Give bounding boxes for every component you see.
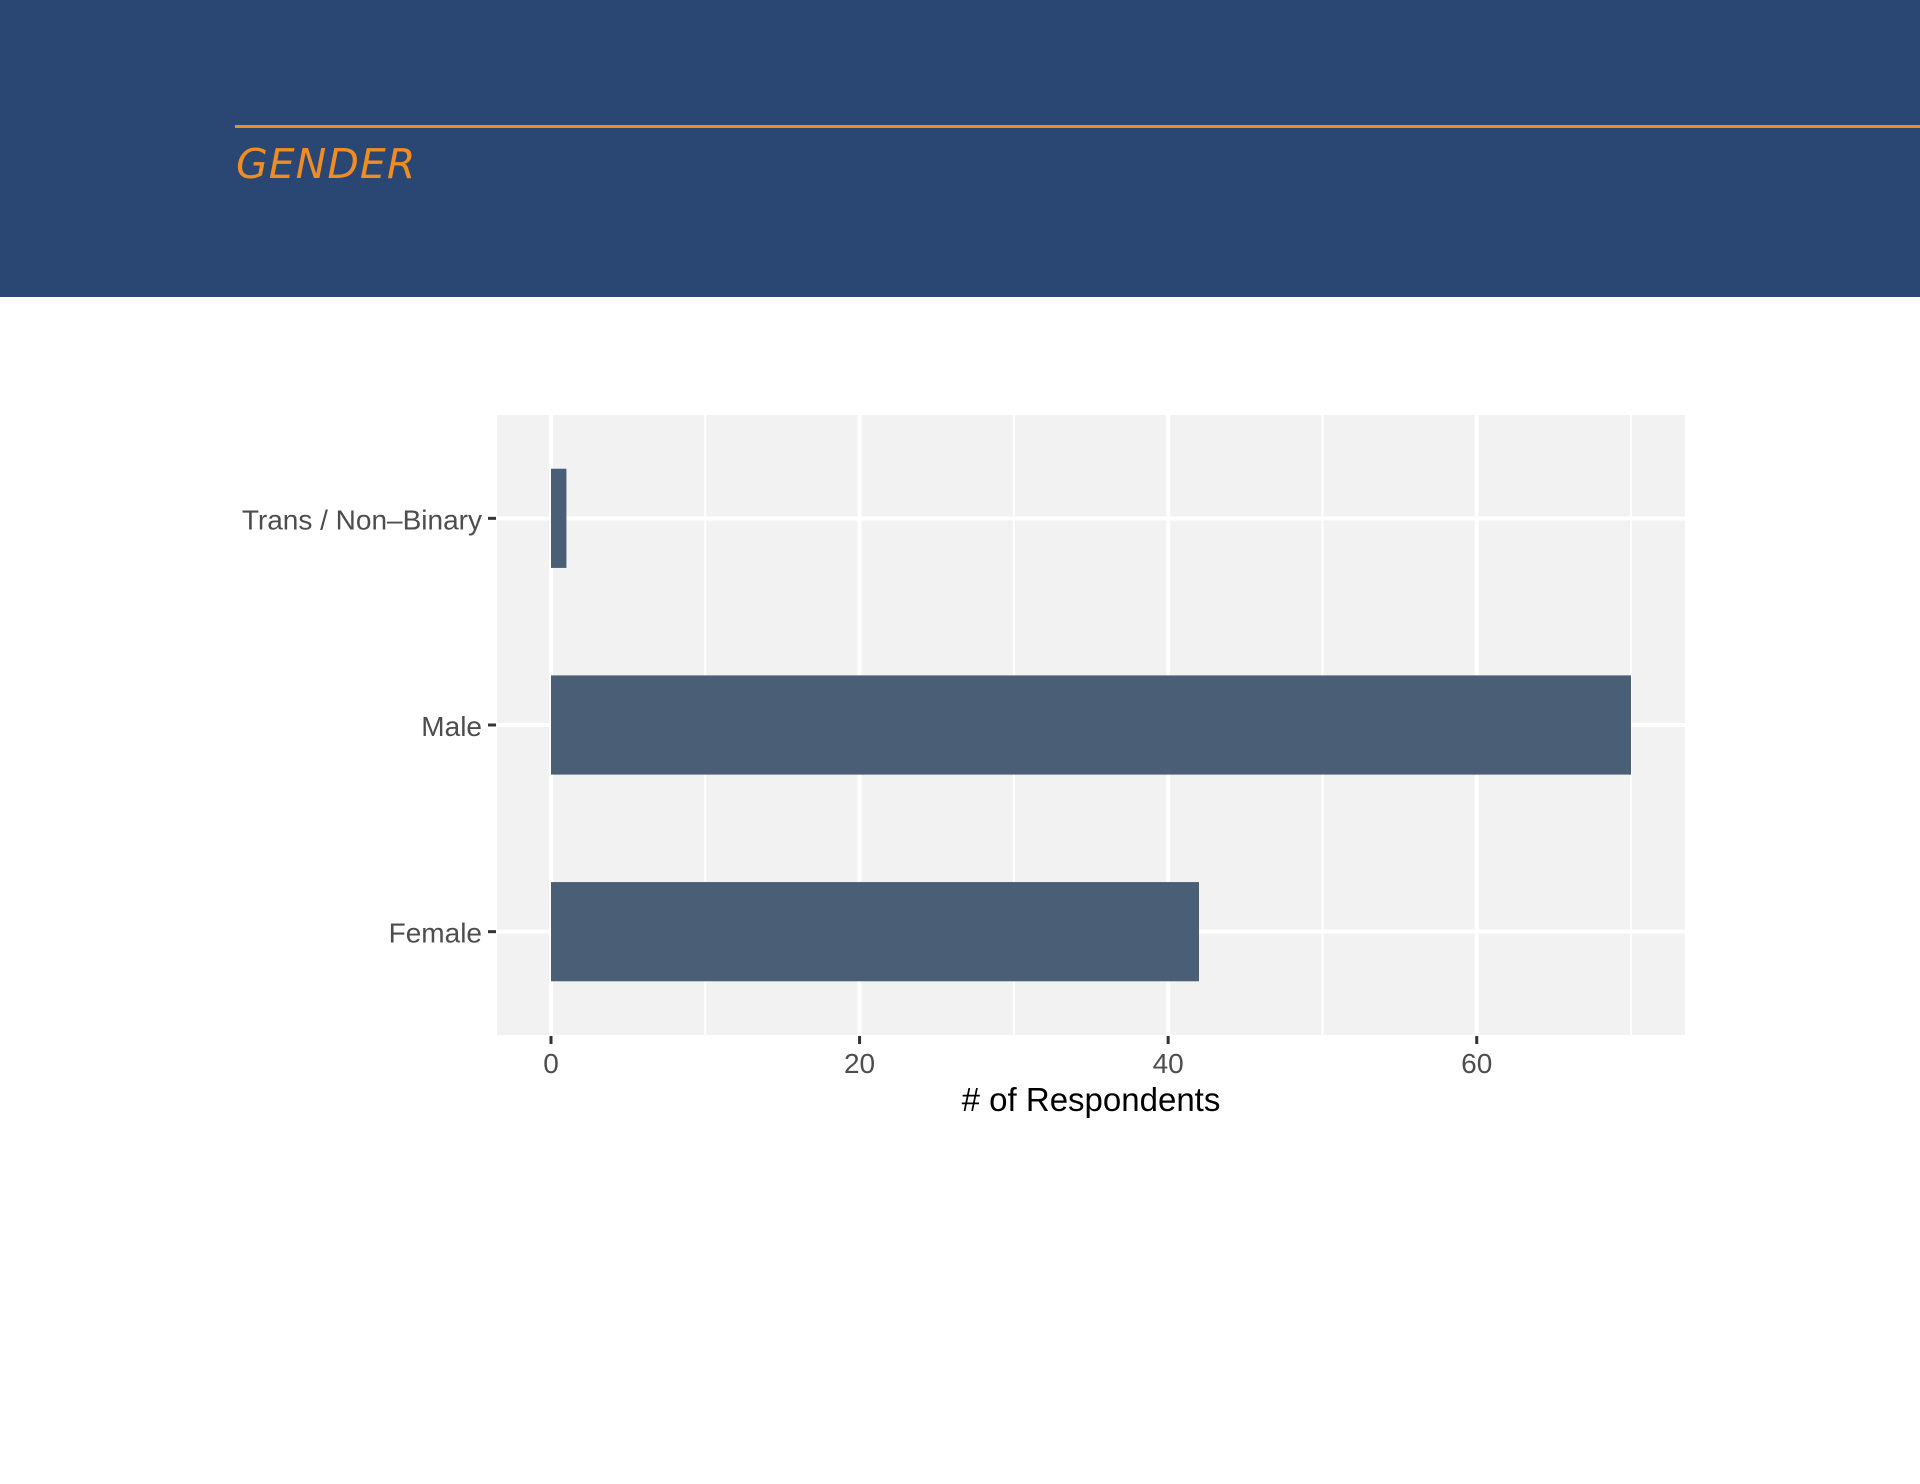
x-axis-title: # of Respondents [962,1081,1221,1118]
page-title: GENDER [236,140,417,188]
y-tick-label: Male [421,711,482,742]
y-tick-label: Trans / Non–Binary [242,504,482,535]
y-tick-label: Female [389,918,482,949]
x-tick-label: 60 [1461,1048,1492,1079]
x-tick-label: 0 [543,1048,559,1079]
y-axis: Trans / Non–Binary Male Female [242,504,496,949]
bar [551,882,1199,982]
header-rule [235,125,1920,128]
x-tick-label: 20 [844,1048,875,1079]
bars [551,468,1631,982]
bar [551,468,567,568]
header-band [0,0,1920,297]
bar [551,675,1631,775]
x-tick-label: 40 [1153,1048,1184,1079]
x-axis: 0 20 40 60 [543,1036,1492,1079]
